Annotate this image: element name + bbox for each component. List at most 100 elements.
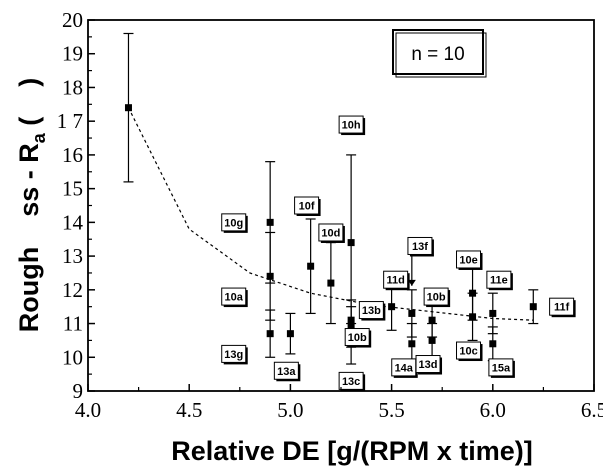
point-label: 10f [294,196,321,216]
data-point [347,323,355,331]
data-point [347,316,355,324]
y-tick-label: 10 [62,345,83,369]
point-label: 10e [456,250,483,270]
point-label: 13d [415,355,443,375]
point-label-text: 13b [362,305,381,317]
point-label-box [273,361,299,380]
legend-box [392,29,484,75]
point-label-box [456,250,482,269]
data-point [428,316,436,324]
point-label-text: 10g [224,217,243,229]
data-point [469,313,477,321]
point-label: 10g [221,213,248,233]
data-points [124,104,537,348]
legend: n = 10 [392,29,487,78]
x-tick-label: 6.0 [480,398,506,422]
point-label-box [415,355,441,374]
plot-area [87,19,595,392]
point-label-text: 13f [412,241,428,253]
point-label: 13c [338,371,366,392]
y-tick-label: 18 [62,75,83,99]
point-label-box [488,358,514,377]
x-tick-label: 6.5 [581,398,603,422]
point-label-text: 13c [342,376,360,388]
point-label: 10a [221,287,248,308]
error-bars [123,32,539,365]
point-label-text: 10a [225,292,244,304]
point-label: 13b [358,301,386,321]
data-point [307,262,315,270]
x-tick-label: 5.0 [277,398,303,422]
data-point [428,336,436,344]
point-label: 10d [318,223,345,243]
y-tick-label: 13 [62,244,83,268]
point-label-text: 10c [459,346,477,358]
point-label-text: 13a [277,366,296,378]
y-tick-label: 20 [62,8,83,32]
y-tick-label: 1 7 [57,109,83,133]
point-label: 10b [423,287,451,308]
point-label-text: 11f [554,302,570,314]
y-axis-title-main: Rough ss - R [14,143,44,332]
point-label-text: 15a [492,362,511,374]
point-label-text: 10f [299,201,315,213]
x-tick-label: 5.5 [378,398,404,422]
y-tick-label: 16 [62,143,83,167]
plot-frame [87,19,595,392]
y-axis-title: Rough ss - Ra ( ) [14,78,49,333]
point-label-box [423,287,449,306]
point-label: 11e [486,270,513,291]
point-label-text: 10b [348,332,367,344]
y-axis-title-tail: ( ) [14,78,44,134]
x-tick-label: 4.0 [75,398,101,422]
point-label-box [294,196,320,215]
point-labels: 10g 10a 13g 13a 10f 10d 10h 13b 10b 13c 11d 13f 14a 1… [221,115,576,392]
point-label: 13f [407,236,434,257]
data-point [489,340,497,348]
point-label: 10b [344,328,372,348]
point-label-box [338,371,364,390]
point-label-text: 11e [490,275,508,287]
point-label: 14a [391,358,418,378]
legend-text: n = 10 [411,44,464,65]
point-label-box [338,115,364,134]
y-axis-title-subscript: a [29,132,49,143]
axis-ticks: 4.0 4.5 5.0 5.5 6.0 6.5 9 10 11 12 13 14 15 16 1 7 18 19… [57,8,603,422]
point-label: 15a [488,358,515,378]
data-point [408,340,416,348]
point-label: 13a [273,361,301,382]
data-point [388,303,396,311]
y-tick-label: 19 [62,42,83,66]
data-point [266,272,274,280]
point-label-box [221,287,247,306]
x-axis-title: Relative DE [g/(RPM x time)] [171,436,533,466]
data-point [529,303,537,311]
data-point [469,289,477,297]
data-point [124,104,132,112]
point-label-box [221,213,247,232]
y-tick-label: 12 [62,278,83,302]
point-label: 13g [221,344,248,365]
data-point [489,309,497,317]
point-label-text: 13d [419,359,438,371]
point-label-text: 10e [459,254,477,266]
point-label-box [383,270,409,289]
data-point [347,239,355,247]
point-label-text: 13g [224,349,243,361]
point-label: 10h [338,115,366,136]
point-label-box [407,236,433,255]
point-label-text: 10d [321,227,340,239]
data-point [327,279,335,287]
point-label-box [318,223,344,242]
point-label-box [456,341,482,360]
data-point [286,330,294,338]
y-tick-label: 11 [63,312,83,336]
point-label: 11f [549,297,576,318]
point-label-text: 14a [395,362,414,374]
data-point [266,330,274,338]
point-label-text: 10h [342,120,361,132]
point-label-box [344,328,370,347]
point-label-box [221,344,247,363]
y-tick-label: 14 [62,210,84,234]
